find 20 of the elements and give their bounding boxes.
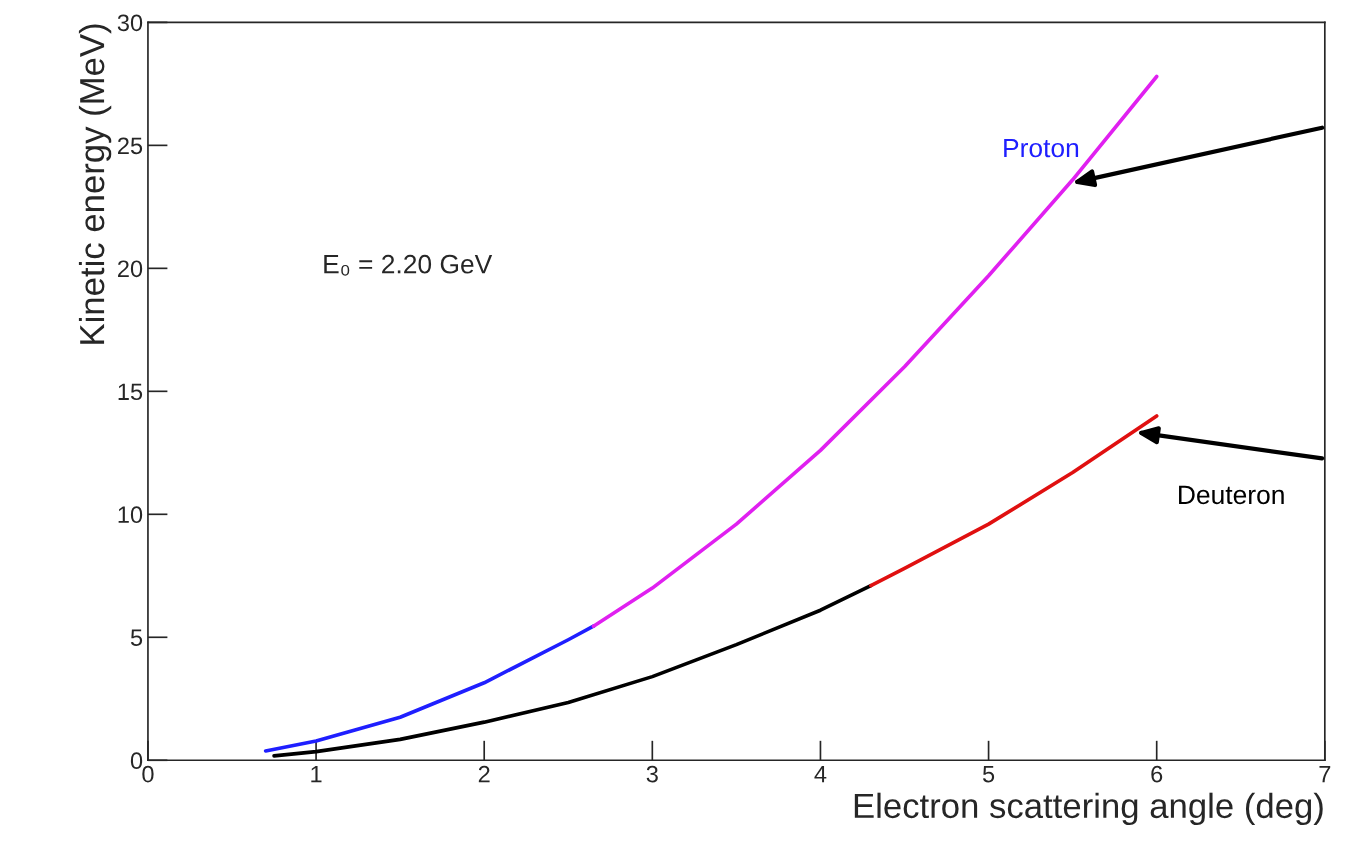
x-tick-label: 6 (1151, 765, 1163, 783)
text: Proton (1004, 138, 1079, 158)
x-tick-label: 0 (142, 765, 154, 783)
y-axis-title: Kinetic energy (MeV) (78, 24, 112, 344)
x-tick-label: 2 (478, 765, 490, 783)
text: Deuteron (1179, 485, 1284, 505)
x-tick-label: 7 (1319, 765, 1331, 783)
x-tick-label: 1 (311, 765, 322, 783)
y-tick-label: 30 (117, 14, 143, 32)
x-tick-label: 4 (814, 765, 827, 783)
y-tick-label: 20 (118, 260, 143, 278)
y-tick-label: 15 (118, 383, 143, 401)
y-tick-label: 25 (118, 137, 143, 155)
x-axis-title: Electron scattering angle (deg) (854, 792, 1323, 826)
x-tick-label: 3 (646, 765, 658, 783)
y-tick-label: 5 (130, 629, 143, 647)
y-tick-label: 10 (118, 506, 143, 524)
annotation: E₀ = 2.20 GeV (324, 254, 493, 276)
y-tick-label: 0 (130, 752, 143, 770)
x-tick-label: 5 (982, 765, 995, 783)
